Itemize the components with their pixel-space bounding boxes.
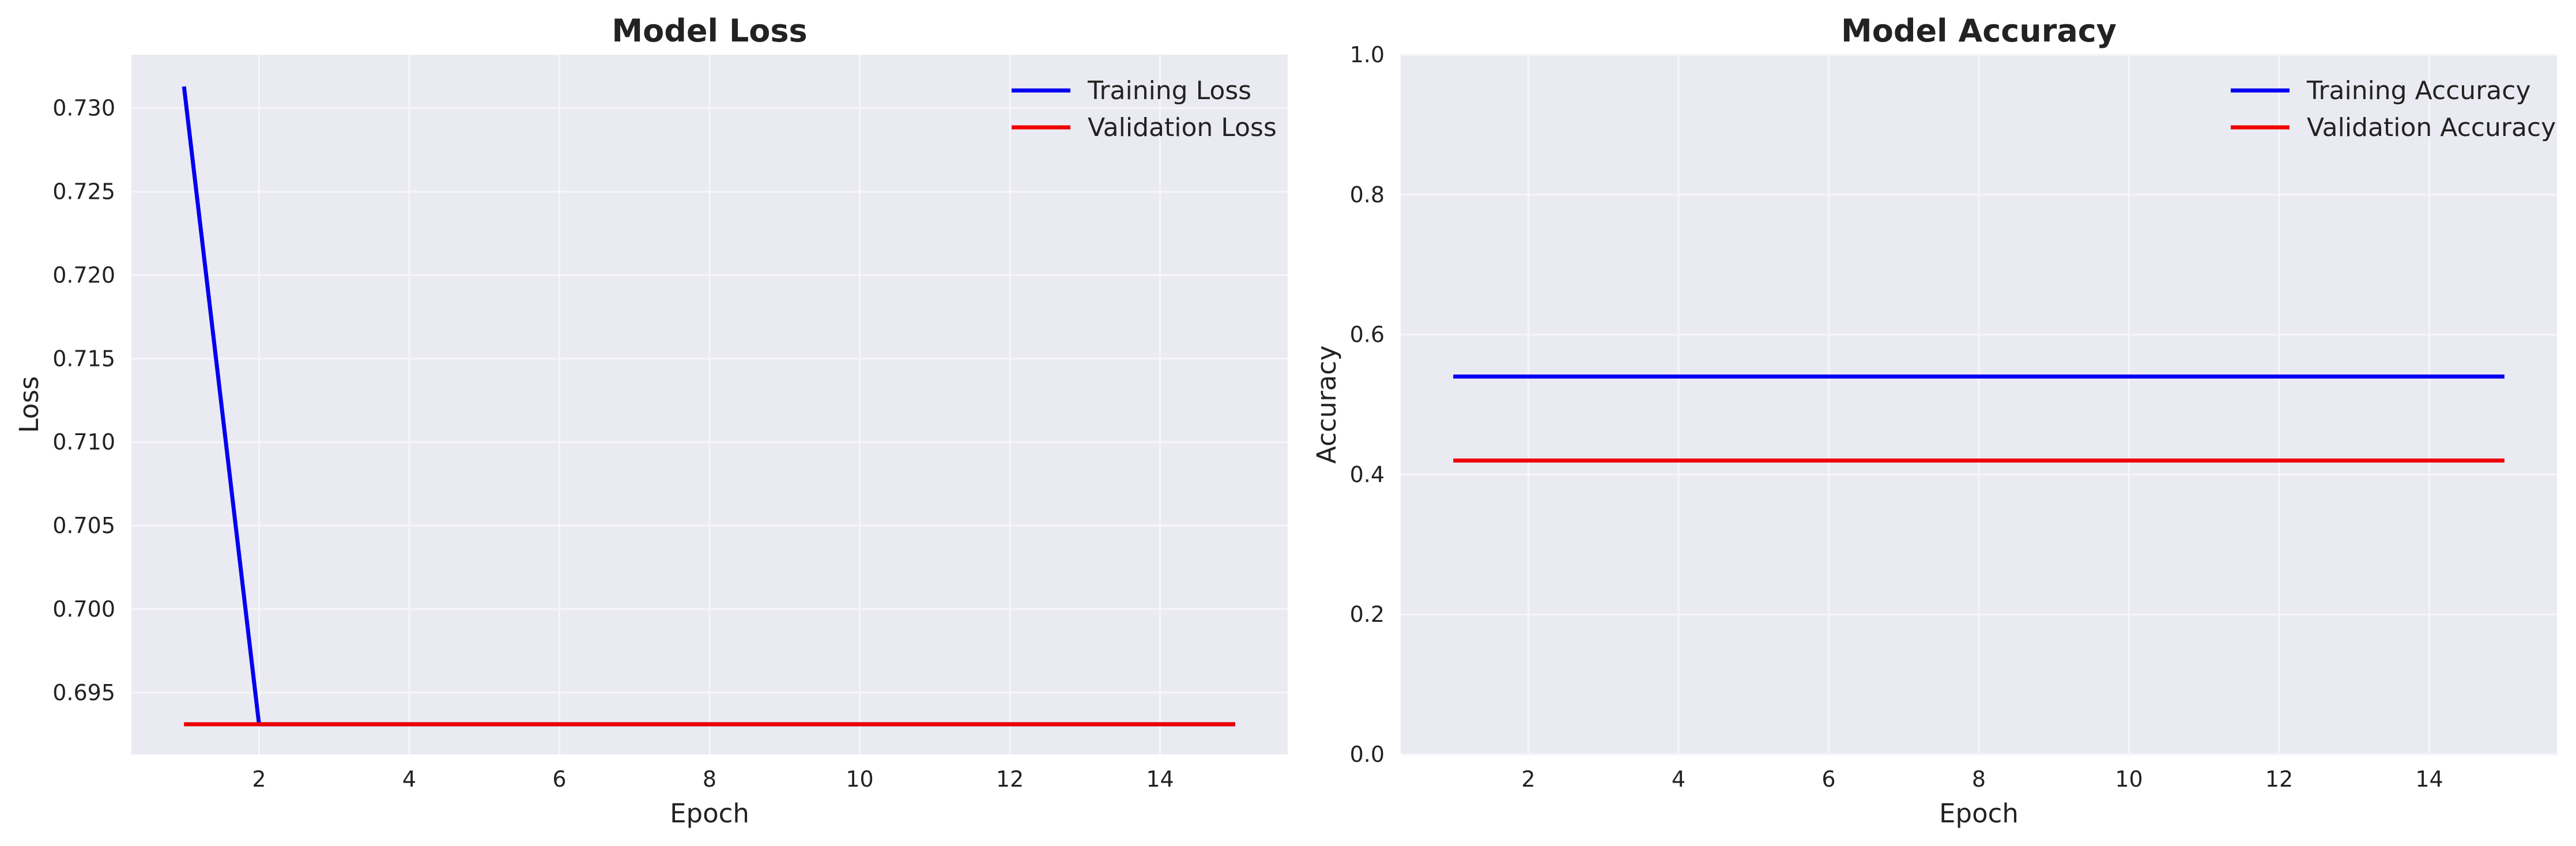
accuracy-x-tick-label: 12 [2265,766,2293,792]
loss-y-tick-label: 0.720 [52,262,115,288]
accuracy-panel: 2 4 6 8 10 12 14 0.0 0.2 0.4 0.6 0.8 1.0 Training A… [1311,13,2557,829]
accuracy-x-ticks: 2 4 6 8 10 12 14 [1521,766,2443,792]
loss-x-tick-label: 8 [703,766,716,792]
loss-chart-title: Model Loss [612,13,807,49]
loss-x-tick-label: 12 [996,766,1024,792]
loss-grid [131,55,1288,754]
loss-x-tick-label: 14 [1146,766,1174,792]
loss-y-tick-label: 0.700 [52,596,115,622]
loss-x-tick-label: 4 [402,766,416,792]
legend-label-training-loss: Training Loss [1087,76,1251,105]
loss-x-tick-label: 2 [252,766,266,792]
accuracy-y-tick-label: 0.4 [1350,462,1385,487]
loss-x-ticks: 2 4 6 8 10 12 14 [252,766,1174,792]
accuracy-legend: Training Accuracy Validation Accuracy [2231,76,2556,142]
loss-y-tick-label: 0.705 [52,513,115,538]
accuracy-y-tick-label: 0.8 [1350,182,1385,207]
loss-y-ticks: 0.695 0.700 0.705 0.710 0.715 0.720 0.725 0.730 [52,96,115,705]
loss-x-tick-label: 6 [552,766,566,792]
loss-y-tick-label: 0.715 [52,346,115,371]
accuracy-series [1453,374,2505,463]
legend-label-validation-accuracy: Validation Accuracy [2307,113,2556,142]
accuracy-x-tick-label: 8 [1972,766,1986,792]
loss-y-tick-label: 0.710 [52,429,115,455]
accuracy-y-tick-label: 0.0 [1350,742,1385,767]
loss-y-axis-label: Loss [14,376,44,433]
accuracy-x-tick-label: 10 [2115,766,2143,792]
loss-legend: Training Loss Validation Loss [1012,76,1277,142]
accuracy-grid [1401,54,2557,756]
accuracy-x-tick-label: 4 [1672,766,1685,792]
loss-y-tick-label: 0.695 [52,680,115,705]
accuracy-y-axis-label: Accuracy [1311,345,1342,463]
accuracy-x-tick-label: 14 [2415,766,2443,792]
legend-label-validation-loss: Validation Loss [1088,113,1277,142]
loss-y-tick-label: 0.725 [52,179,115,205]
loss-series [182,86,1235,727]
loss-panel: 2 4 6 8 10 12 14 0.695 0.700 0.705 0.710 0.715 0.72… [14,13,1288,829]
accuracy-x-tick-label: 2 [1521,766,1535,792]
accuracy-x-axis-label: Epoch [1939,798,2019,829]
accuracy-y-tick-label: 0.2 [1350,602,1385,627]
accuracy-y-ticks: 0.0 0.2 0.4 0.6 0.8 1.0 [1350,42,1385,767]
accuracy-y-tick-label: 1.0 [1350,42,1385,67]
accuracy-x-tick-label: 6 [1821,766,1835,792]
accuracy-chart-title: Model Accuracy [1841,13,2117,49]
loss-y-tick-label: 0.730 [52,96,115,121]
loss-x-tick-label: 10 [846,766,873,792]
accuracy-y-tick-label: 0.6 [1350,322,1385,348]
legend-label-training-accuracy: Training Accuracy [2306,76,2530,105]
loss-x-axis-label: Epoch [670,798,749,829]
